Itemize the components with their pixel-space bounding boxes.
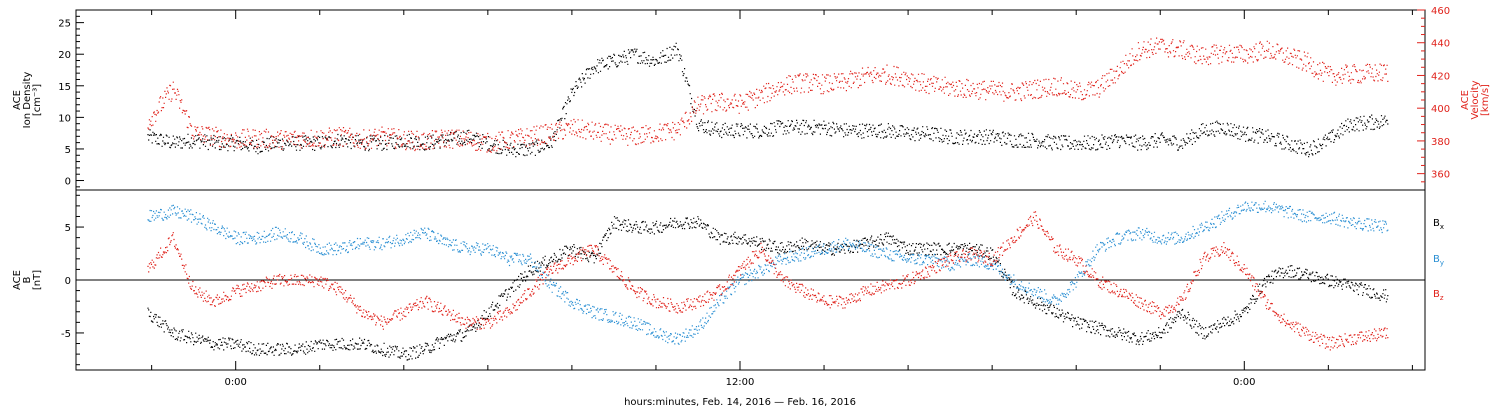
density-tick-label: 10	[58, 113, 71, 124]
density-tick-label: 20	[58, 50, 71, 61]
legend: Bx By Bz	[1433, 218, 1444, 302]
x-tick-label: 0:00	[224, 377, 246, 388]
legend-subscript: x	[1440, 223, 1444, 231]
density-axis-label-line: [cm⁻³]	[32, 84, 43, 116]
b-axis: -5 0 5	[61, 194, 84, 366]
legend-entry-bx: Bx	[1433, 218, 1444, 231]
velocity-axis-label-line: ACE	[1460, 90, 1471, 110]
x-tick-label: 12:00	[726, 377, 755, 388]
b-axis-label-line: [nT]	[32, 270, 43, 290]
density-points	[147, 42, 1389, 158]
magnetic-field-panel: -5 0 5 ACE B [nT] Bx By Bz	[12, 189, 1444, 371]
velocity-tick-label: 460	[1431, 6, 1450, 17]
density-tick-label: 0	[65, 177, 71, 188]
bx-series	[147, 216, 1389, 361]
velocity-tick-label: 380	[1431, 137, 1450, 148]
density-axis-label: ACE Ion Density [cm⁻³]	[12, 72, 43, 129]
velocity-axis-label: ACE Velocity [km/s]	[1460, 80, 1491, 119]
density-axis-label-line: Ion Density	[22, 72, 33, 129]
magnetic-field-series	[147, 200, 1389, 361]
density-series	[147, 42, 1389, 158]
bz-series	[147, 211, 1389, 351]
b-tick-label: 0	[65, 276, 71, 287]
velocity-tick-label: 440	[1431, 39, 1450, 50]
b-tick-label: 5	[65, 223, 71, 234]
by-series	[147, 200, 1389, 345]
density-axis: 0 5 10 15 20 25	[58, 15, 84, 188]
legend-subscript: y	[1440, 259, 1444, 267]
density-tick-label: 25	[58, 19, 71, 30]
x-axis-label: hours:minutes, Feb. 14, 2016 — Feb. 16, …	[624, 397, 856, 408]
velocity-tick-label: 360	[1431, 170, 1450, 181]
b-tick-label: -5	[61, 329, 71, 340]
velocity-axis-label-line: Velocity	[1470, 80, 1481, 119]
density-axis-label-line: ACE	[12, 90, 23, 110]
x-tick-label: 0:00	[1233, 377, 1255, 388]
density-tick-label: 15	[58, 82, 71, 93]
legend-entry-bz: Bz	[1433, 289, 1444, 302]
density-tick-label: 5	[65, 145, 71, 156]
velocity-axis: 360 380 400 420 440 460	[1417, 6, 1450, 183]
velocity-tick-label: 420	[1431, 71, 1450, 82]
b-axis-label-line: B	[22, 276, 33, 283]
time-axis: 0:00 12:00 0:00	[151, 10, 1413, 388]
top-panel-frame	[75, 9, 1426, 191]
b-axis-label-line: ACE	[12, 270, 23, 290]
b-axis-label: ACE B [nT]	[12, 270, 43, 290]
velocity-axis-label-line: [km/s]	[1480, 84, 1491, 116]
legend-entry-by: By	[1433, 254, 1444, 267]
velocity-tick-label: 400	[1431, 104, 1450, 115]
legend-subscript: z	[1440, 294, 1444, 302]
